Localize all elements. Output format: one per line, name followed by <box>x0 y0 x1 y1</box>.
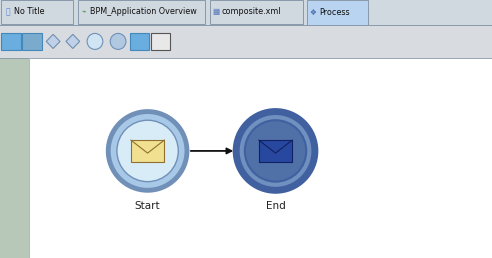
FancyBboxPatch shape <box>0 25 492 58</box>
Polygon shape <box>46 34 60 49</box>
Polygon shape <box>66 34 80 49</box>
FancyBboxPatch shape <box>131 140 164 162</box>
Text: End: End <box>266 201 285 211</box>
FancyBboxPatch shape <box>78 0 205 24</box>
Text: BPM_Application Overview: BPM_Application Overview <box>90 7 197 16</box>
Text: ❖: ❖ <box>309 8 316 17</box>
Ellipse shape <box>245 120 306 182</box>
FancyBboxPatch shape <box>0 58 29 258</box>
Ellipse shape <box>108 111 187 190</box>
Ellipse shape <box>87 34 103 49</box>
Text: ⌁: ⌁ <box>82 7 87 16</box>
FancyBboxPatch shape <box>130 33 149 50</box>
Text: No Title: No Title <box>14 7 44 16</box>
Text: ⓘ: ⓘ <box>5 7 10 16</box>
Text: Start: Start <box>135 201 160 211</box>
Ellipse shape <box>110 34 126 49</box>
FancyBboxPatch shape <box>210 0 303 24</box>
Text: Process: Process <box>319 8 349 17</box>
Ellipse shape <box>117 120 178 182</box>
Text: ▦: ▦ <box>213 7 219 16</box>
FancyBboxPatch shape <box>259 140 292 162</box>
FancyBboxPatch shape <box>22 33 42 50</box>
FancyBboxPatch shape <box>307 0 368 25</box>
FancyBboxPatch shape <box>1 0 73 24</box>
FancyBboxPatch shape <box>0 0 492 25</box>
Text: composite.xml: composite.xml <box>222 7 281 16</box>
FancyBboxPatch shape <box>1 33 21 50</box>
Ellipse shape <box>236 111 315 190</box>
FancyBboxPatch shape <box>29 58 492 258</box>
FancyBboxPatch shape <box>151 33 170 50</box>
